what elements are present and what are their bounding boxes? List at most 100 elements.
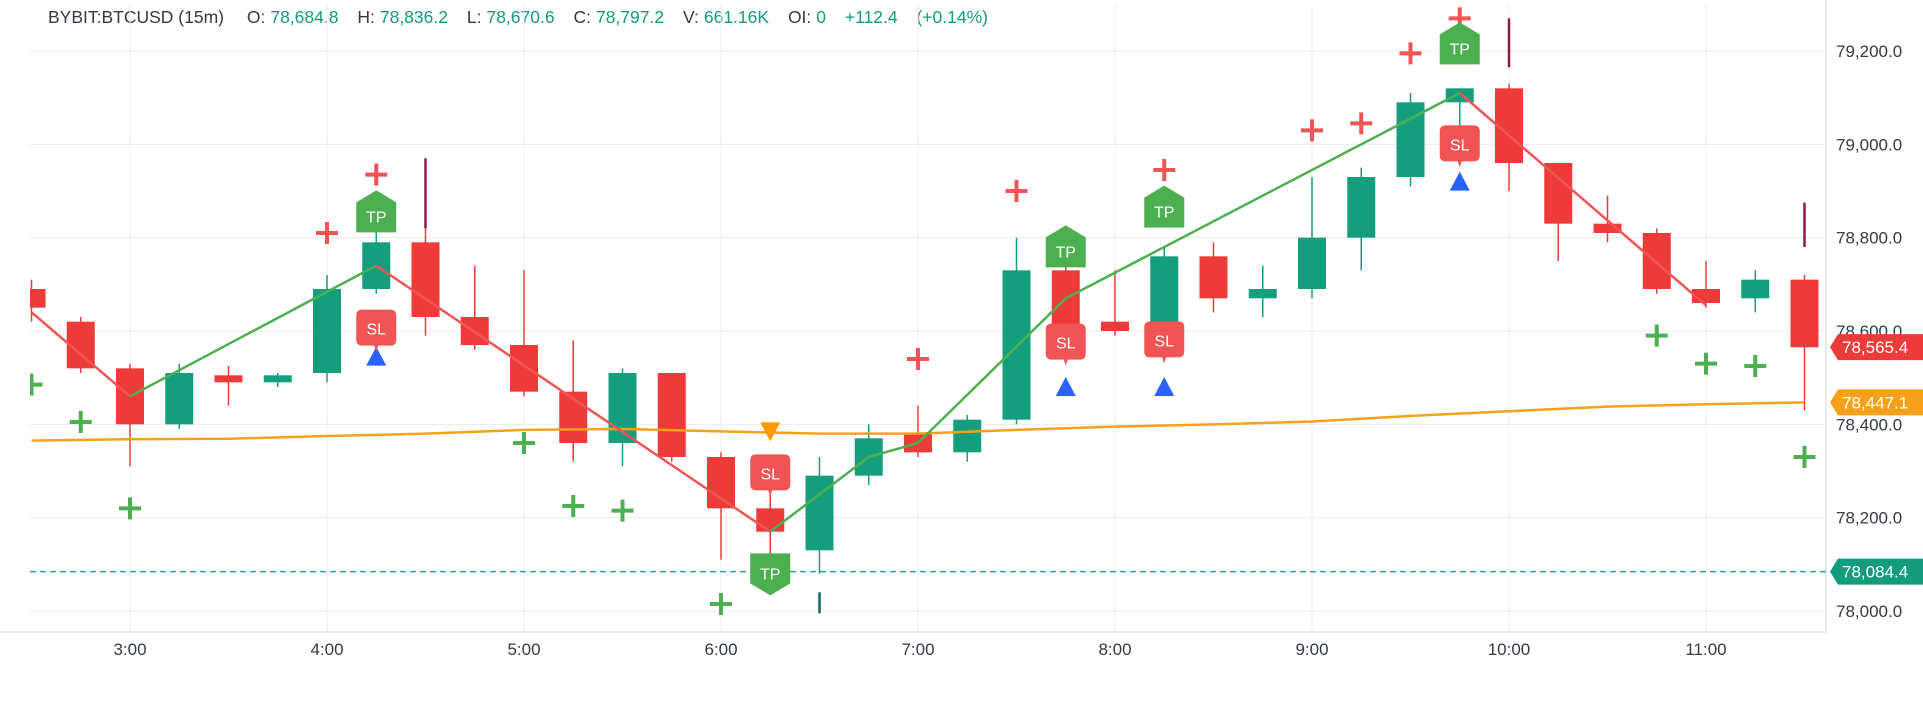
tp-marker: TP <box>1439 22 1480 65</box>
chart-legend: BYBIT:BTCUSD (15m) O: 78,684.8 H: 78,836.2… <box>48 7 1002 28</box>
zigzag-segment <box>769 456 870 533</box>
candle-body <box>1199 256 1228 299</box>
sl-badge <box>1045 323 1086 366</box>
sl-label: SL <box>1154 333 1174 350</box>
tp-label: TP <box>1154 205 1174 222</box>
time-axis: 3:00 4:00 5:00 6:00 7:00 8:00 9:00 10:00 11:00 <box>113 640 1726 659</box>
close-label: C: <box>573 7 591 27</box>
candle-body <box>1298 237 1326 289</box>
zigzag-segment <box>868 441 919 459</box>
sl-badge <box>356 309 397 352</box>
price-label-ema: 78,447.1 <box>1830 389 1923 416</box>
tp-label: TP <box>1450 41 1470 58</box>
sl-label: SL <box>1450 137 1470 154</box>
buy-signal-cross <box>710 593 732 615</box>
y-tick-label: 79,200.0 <box>1836 42 1902 61</box>
y-tick-label: 78,200.0 <box>1836 509 1902 528</box>
buy-signal-cross <box>30 373 43 396</box>
low-label: L: <box>466 7 482 27</box>
y-tick-label: 78,400.0 <box>1836 415 1902 434</box>
tp-badge <box>750 553 791 596</box>
change-percent: (+0.14%) <box>916 7 988 27</box>
plot-area: SL SL SL SL SL TP TP TP TP TP <box>30 7 1826 615</box>
buy-signal-cross <box>562 495 585 517</box>
sl-label: SL <box>366 322 386 339</box>
candle-body <box>1790 279 1819 348</box>
long-entry-arrow <box>1449 171 1470 191</box>
candle-body <box>1544 163 1573 224</box>
high-label: H: <box>357 7 375 27</box>
candle-body <box>657 373 686 457</box>
candle-body <box>165 373 194 425</box>
zigzag-segment <box>129 264 377 398</box>
zigzag-segment <box>1458 92 1707 307</box>
candle-body <box>1593 223 1622 233</box>
close-value: 78,797.2 <box>595 7 665 27</box>
candle-body <box>1101 321 1129 331</box>
long-entry-arrow <box>366 346 387 366</box>
x-tick-label: 9:00 <box>1295 640 1328 659</box>
tp-marker: TP <box>750 553 791 596</box>
buy-signal-cross <box>119 497 141 520</box>
symbol-label: BYBIT:BTCUSD (15m) <box>48 7 224 27</box>
candle-body <box>214 375 243 383</box>
price-label-box <box>1830 558 1923 585</box>
zigzag-segment <box>375 264 771 533</box>
candle-body <box>1150 256 1179 331</box>
y-tick-label: 79,000.0 <box>1836 135 1902 154</box>
buy-signal-cross <box>1744 355 1767 377</box>
open-value: 78,684.8 <box>270 7 339 27</box>
buy-signal-cross <box>513 432 535 454</box>
price-label-box <box>1830 334 1923 361</box>
candle-body <box>263 375 292 383</box>
x-tick-label: 10:00 <box>1488 640 1531 659</box>
tp-badge <box>356 190 397 233</box>
tp-badge <box>1045 225 1086 268</box>
zigzag-segment <box>1065 91 1461 300</box>
sell-signal-cross <box>907 348 929 370</box>
long-entry-arrow <box>1055 377 1076 396</box>
high-value: 78,836.2 <box>379 7 448 27</box>
price-axis: 78,000.078,200.078,400.078,600.078,800.0… <box>1836 42 1902 621</box>
open-label: O: <box>246 7 266 27</box>
sell-signal-cross <box>1350 112 1373 135</box>
oi-value: 0 <box>816 7 827 27</box>
short-entry-arrow <box>760 422 781 442</box>
sell-signal-cross <box>1301 119 1323 142</box>
candle-body <box>1347 177 1376 238</box>
candle-body <box>1248 289 1277 299</box>
price-label-text: 78,447.1 <box>1842 393 1908 412</box>
sell-signal-cross <box>1399 42 1422 65</box>
sell-signal-cross <box>1005 180 1028 202</box>
low-value: 78,670.6 <box>486 7 555 27</box>
sell-signal-cross <box>1153 159 1176 181</box>
tp-marker: TP <box>356 190 397 233</box>
tp-label: TP <box>366 209 386 226</box>
volume-value: 661.16K <box>703 7 770 27</box>
x-tick-label: 6:00 <box>704 640 737 659</box>
candle-body <box>30 289 46 308</box>
candle-body <box>1495 88 1523 163</box>
tp-badge <box>1144 185 1185 228</box>
buy-signal-cross <box>1645 324 1668 347</box>
sl-marker: SL <box>356 309 397 352</box>
change-value: +112.4 <box>844 7 898 27</box>
tp-label: TP <box>760 566 780 583</box>
sl-marker: SL <box>1439 125 1480 168</box>
sl-marker: SL <box>1045 323 1086 366</box>
buy-signal-cross <box>1695 352 1717 375</box>
sl-label: SL <box>760 466 780 483</box>
tp-badge <box>1439 22 1480 65</box>
candle-body <box>1642 233 1671 289</box>
sell-signal-cross <box>316 222 338 244</box>
sl-badge <box>750 454 791 497</box>
sl-badge <box>1144 321 1185 364</box>
price-label-text: 78,084.4 <box>1842 563 1908 582</box>
zigzag-segment <box>30 311 131 398</box>
candle-body <box>756 508 785 532</box>
x-tick-label: 11:00 <box>1685 640 1726 659</box>
candle-body <box>1741 279 1770 299</box>
long-entry-arrow <box>1154 377 1175 396</box>
